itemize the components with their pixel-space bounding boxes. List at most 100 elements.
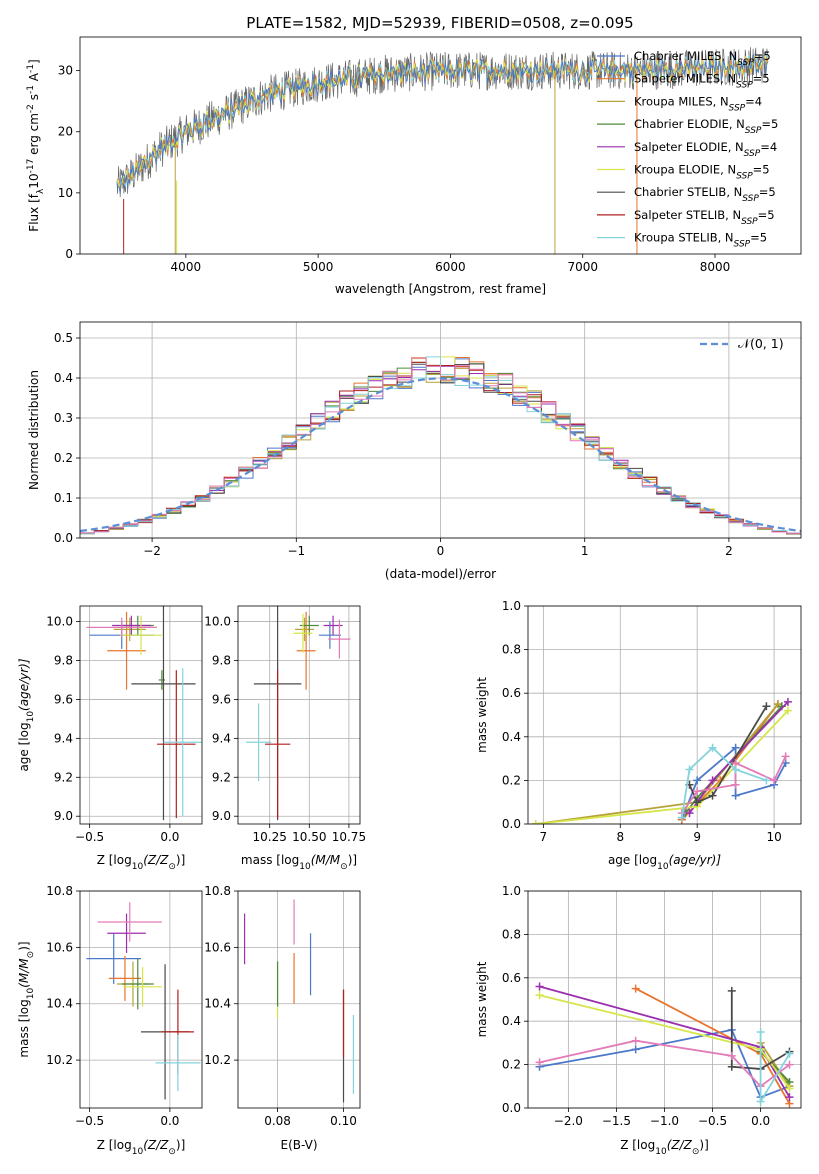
x-tick-label: 7	[540, 830, 548, 844]
y-axis-label: Normed distribution	[27, 370, 41, 490]
y-tick-label: 0	[65, 247, 73, 261]
weight-marker	[783, 697, 792, 706]
x-tick-label: 6000	[435, 260, 466, 274]
y-tick-label: 0.8	[502, 643, 521, 657]
y-axis-label: age [log10(age/yr)]	[17, 658, 36, 771]
x-tick-label: −0.5	[75, 830, 104, 844]
x-tick-label: 7000	[567, 260, 598, 274]
x-tick-label: 10.75	[332, 830, 366, 844]
plot-area	[535, 982, 794, 1108]
weight-marker	[783, 706, 792, 715]
observed-spectrum	[116, 47, 769, 198]
x-tick-label: 10.25	[253, 830, 287, 844]
weight-marker	[708, 791, 717, 800]
y-axis-label: mass [log10(M/M⊙)]	[17, 941, 36, 1057]
axes-frame	[79, 36, 802, 255]
legend-entry: Kroupa STELIB, NSSP=5	[634, 231, 767, 250]
y-tick-label: 10.0	[46, 615, 73, 629]
y-tick-label: 9.4	[212, 731, 231, 745]
legend-entry: Chabrier ELODIE, NSSP=5	[634, 117, 778, 136]
weight-marker	[731, 791, 740, 800]
x-tick-label: 2	[725, 544, 733, 558]
y-tick-label: 0.4	[54, 371, 73, 385]
y-tick-label: 0.3	[54, 411, 73, 425]
plot-area	[531, 697, 792, 824]
legend-entry: Chabrier MILES, NSSP=5	[634, 49, 771, 68]
y-tick-label: 0.5	[54, 331, 73, 345]
y-tick-label: 1.0	[502, 599, 521, 613]
x-tick-label: 8	[616, 830, 624, 844]
legend-entry: Kroupa MILES, NSSP=4	[634, 94, 762, 113]
legend-entry: Kroupa ELODIE, NSSP=5	[634, 163, 770, 182]
residual-histogram-panel: −2 −1 0 1 2 0.0 0.1 0.2 0.3 0.4 0.5 𝒩(0, 1) (data-mo…	[27, 321, 802, 581]
x-tick-label: −1.0	[650, 1114, 679, 1128]
legend: Chabrier MILES, NSSP=5 Salpeter MILES, NS…	[597, 49, 778, 250]
legend-entry: Chabrier STELIB, NSSP=5	[634, 185, 776, 204]
weight-marker	[708, 743, 717, 752]
x-tick-label: 0.08	[264, 1114, 291, 1128]
weight-marker	[693, 798, 702, 807]
y-tick-label: 9.8	[54, 654, 73, 668]
weight-marker	[535, 982, 544, 991]
y-tick-label: 0.2	[54, 451, 73, 465]
x-tick-label: 5000	[303, 260, 334, 274]
y-tick-label: 9.8	[212, 654, 231, 668]
x-axis-label: Z [log10(Z/Z⊙)]	[97, 853, 186, 872]
legend-entry: Salpeter STELIB, NSSP=5	[634, 208, 775, 227]
x-tick-label: 0.10	[330, 1114, 357, 1128]
weight-marker	[535, 991, 544, 1000]
age-vs-metallicity-panel: −0.5 0.0 9.0 9.2 9.4 9.6 9.8 10.0 Z [log10(Z/Z⊙)…	[17, 605, 203, 872]
model-spectrum	[116, 54, 769, 190]
x-axis-label: mass [log10(M/M⊙)]	[241, 853, 357, 872]
weight-marker	[693, 787, 702, 796]
plot-area	[86, 606, 202, 821]
weight-marker	[781, 752, 790, 761]
y-tick-label: 0.0	[502, 1101, 521, 1115]
weight-line	[688, 705, 768, 804]
spectrum-panel: 4000 5000 6000 7000 8000 0 10 20 30 wavelength [A…	[26, 36, 802, 296]
y-tick-label: 0.0	[502, 817, 521, 831]
weight-vs-metallicity-panel: −2.0 −1.5 −1.0 −0.5 0.0 0.0 0.2 0.4 0.6 0.8 1.0 Z […	[475, 884, 802, 1157]
weight-marker	[708, 776, 717, 785]
weight-marker	[731, 765, 740, 774]
axes-frame	[237, 605, 361, 825]
x-tick-label: −0.5	[75, 1114, 104, 1128]
y-tick-label: 10.2	[204, 1053, 231, 1067]
weight-line	[535, 703, 779, 824]
y-tick-label: 9.0	[212, 809, 231, 823]
axes-frame	[527, 605, 802, 825]
y-tick-label: 10.6	[204, 940, 231, 954]
weight-marker	[727, 986, 736, 995]
x-axis-label: E(B-V)	[280, 1138, 317, 1152]
axes-frame	[79, 605, 203, 825]
figure-title: PLATE=1582, MJD=52939, FIBERID=0508, z=0…	[246, 14, 633, 32]
plot-area	[116, 47, 769, 254]
y-tick-label: 10.0	[204, 615, 231, 629]
x-tick-label: −1	[287, 544, 305, 558]
legend-entry: Salpeter MILES, NSSP=5	[634, 72, 770, 91]
weight-marker	[785, 1084, 794, 1093]
y-tick-label: 10.4	[204, 997, 231, 1011]
weight-marker	[770, 776, 779, 785]
weight-marker	[631, 1045, 640, 1054]
x-axis-label: wavelength [Angstrom, rest frame]	[335, 282, 546, 296]
x-axis-label: (data-model)/error	[385, 567, 496, 581]
weight-marker	[762, 776, 771, 785]
plot-area	[245, 606, 351, 821]
weight-marker	[631, 1036, 640, 1045]
weight-line	[681, 756, 787, 814]
weight-marker	[731, 780, 740, 789]
y-tick-label: 10.8	[46, 884, 73, 898]
x-tick-label: −2.0	[554, 1114, 583, 1128]
y-axis-label: Flux [fλ10-17 erg cm-2 s-1 A-1]	[26, 59, 46, 231]
x-tick-label: 9	[693, 830, 701, 844]
y-tick-label: 9.0	[54, 809, 73, 823]
y-tick-label: 10.4	[46, 997, 73, 1011]
weight-marker	[756, 1028, 765, 1037]
x-tick-label: 0.0	[751, 1114, 770, 1128]
weight-marker	[785, 1049, 794, 1058]
x-axis-label: Z [log10(Z/Z⊙)]	[97, 1138, 186, 1157]
legend-entry: Salpeter ELODIE, NSSP=4	[634, 140, 777, 159]
weight-marker	[731, 743, 740, 752]
y-tick-label: 0.2	[502, 773, 521, 787]
